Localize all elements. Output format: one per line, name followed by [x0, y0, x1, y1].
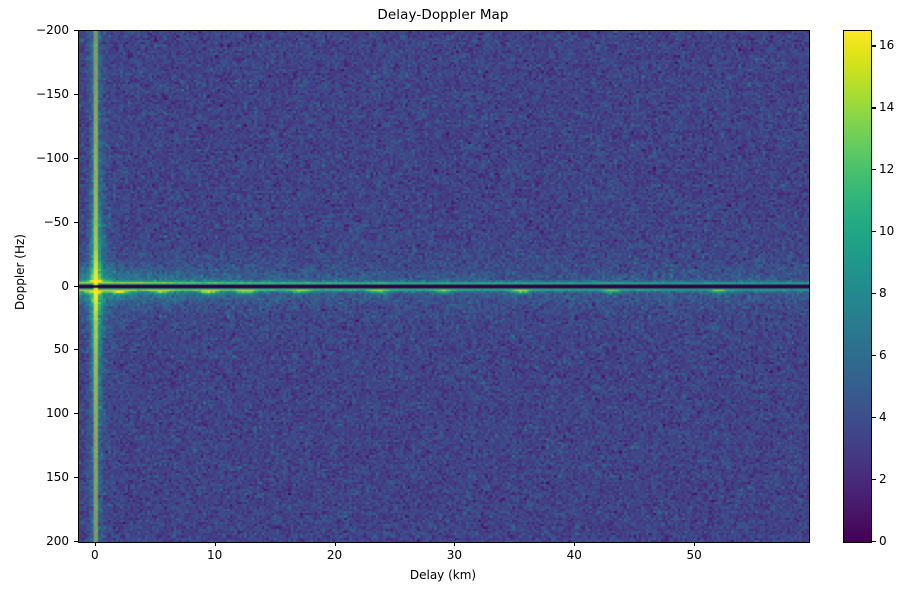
x-tick-mark: [334, 542, 336, 546]
colorbar-tick-mark: [872, 107, 876, 109]
y-tick-mark: [74, 221, 78, 223]
x-tick-label: 40: [566, 548, 582, 562]
colorbar-tick-mark: [872, 231, 876, 233]
y-axis-label: Doppler (Hz): [13, 234, 27, 310]
x-tick-label: 30: [446, 548, 463, 562]
x-tick-label: 10: [207, 548, 223, 562]
y-tick-mark: [74, 349, 78, 351]
colorbar-tick-mark: [872, 169, 876, 171]
colorbar-tick-mark: [872, 541, 876, 543]
x-tick-label: 0: [90, 548, 99, 562]
colorbar-tick-label: 6: [879, 348, 887, 363]
y-tick-label: −100: [36, 150, 69, 165]
x-tick-label: 50: [686, 548, 702, 562]
delay-doppler-heatmap: [79, 31, 809, 542]
colorbar-tick-label: 16: [879, 38, 895, 53]
page-title: Delay-Doppler Map: [377, 7, 509, 23]
y-tick-label: 200: [46, 534, 69, 548]
y-tick-label: −200: [36, 23, 69, 37]
heatmap-plot-area[interactable]: [78, 30, 810, 543]
colorbar-tick-mark: [872, 417, 876, 419]
colorbar-tick-label: 8: [879, 286, 887, 301]
y-tick-label: −50: [43, 214, 69, 229]
x-tick-mark: [454, 542, 456, 546]
x-tick-mark: [214, 542, 216, 546]
colorbar-tick-label: 14: [879, 100, 895, 115]
colorbar-tick-mark: [872, 479, 876, 481]
y-tick-label: 0: [61, 278, 69, 293]
y-tick-mark: [74, 157, 78, 159]
colorbar-tick-label: 2: [879, 472, 887, 487]
x-tick-mark: [574, 542, 576, 546]
colorbar-tick-label: 0: [879, 534, 887, 548]
x-axis-label: Delay (km): [409, 568, 477, 582]
colorbar[interactable]: [843, 30, 872, 543]
y-tick-label: −150: [36, 86, 69, 101]
colorbar-tick-label: 4: [879, 410, 887, 425]
colorbar-tick-label: 12: [879, 162, 895, 177]
x-tick-mark: [694, 542, 696, 546]
x-tick-label: 20: [326, 548, 343, 562]
y-tick-mark: [74, 285, 78, 287]
colorbar-tick-mark: [872, 355, 876, 357]
y-tick-label: 100: [46, 406, 69, 421]
y-tick-label: 150: [46, 470, 69, 485]
y-tick-mark: [74, 541, 78, 543]
x-tick-mark: [94, 542, 96, 546]
y-tick-mark: [74, 30, 78, 32]
colorbar-tick-mark: [872, 293, 876, 295]
colorbar-tick-label: 10: [879, 224, 895, 239]
colorbar-tick-mark: [872, 45, 876, 47]
y-tick-label: 50: [53, 342, 69, 357]
y-tick-mark: [74, 413, 78, 415]
y-tick-mark: [74, 93, 78, 95]
colorbar-gradient: [844, 31, 871, 542]
y-tick-mark: [74, 477, 78, 479]
